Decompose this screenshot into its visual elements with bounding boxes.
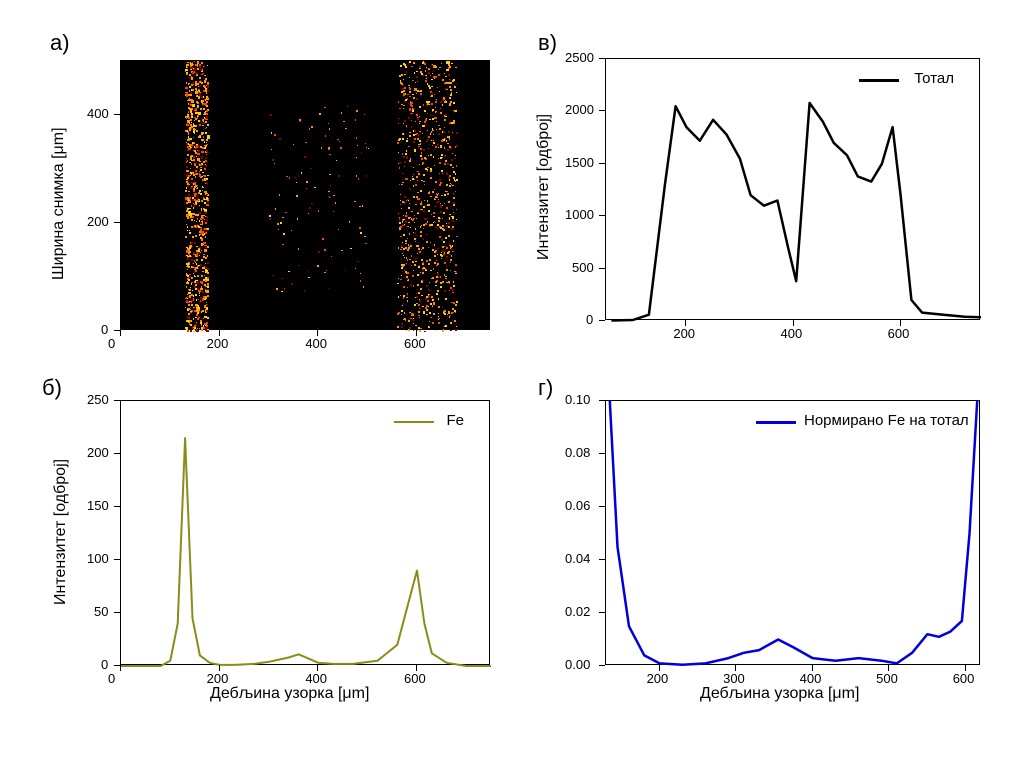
xtick-label: 200: [207, 336, 229, 351]
xtick-label: 200: [647, 671, 669, 686]
xtick-label: 0: [108, 336, 115, 351]
ytick-label: 50: [94, 604, 108, 619]
xtick-label: 400: [800, 671, 822, 686]
ytick-label: 0.04: [565, 551, 590, 566]
ytick-label: 1000: [565, 207, 594, 222]
panel-a: а) Ширина снимка [μm] 0 200 400 600 0 200 400: [30, 30, 500, 350]
panel-c: в) Тотал Интензитет [одброј] 200 400 600 0 5…: [520, 30, 990, 350]
panel-d-plotbox: Нормирано Fe на тотал: [605, 400, 980, 665]
ytick-label: 0.06: [565, 498, 590, 513]
panel-b-xlabel: Дебљина узорка [μm]: [210, 685, 369, 703]
ytick-label: 2000: [565, 102, 594, 117]
ytick-label: 200: [87, 214, 109, 229]
panel-c-legend-text: Тотал: [914, 70, 954, 87]
panel-c-plotbox: Тотал: [605, 58, 980, 320]
ytick-label: 250: [87, 392, 109, 407]
ytick-label: 1500: [565, 155, 594, 170]
panel-d-line: [606, 401, 981, 666]
panel-a-heatmap: [120, 60, 490, 330]
xtick-label: 600: [888, 326, 910, 341]
panel-b-label: б): [42, 375, 62, 401]
panel-c-line: [606, 59, 981, 321]
panel-b-legend-text: Fe: [446, 412, 464, 429]
panel-c-legend-line: [859, 79, 899, 82]
panel-d-xlabel: Дебљина узорка [μm]: [700, 685, 859, 703]
figure-container: а) Ширина снимка [μm] 02004006000200400 …: [30, 30, 994, 731]
panel-a-ylabel: Ширина снимка [μm]: [50, 127, 68, 280]
xtick-label: 600: [404, 671, 426, 686]
panel-c-label: в): [538, 30, 557, 56]
panel-d-legend-text: Нормирано Fe на тотал: [804, 412, 969, 429]
xtick-label: 400: [305, 336, 327, 351]
ytick-label: 0: [586, 312, 593, 327]
panel-b: б) Fe Интензитет [одброј] Дебљина узорка…: [30, 375, 500, 715]
ytick-label: 0.08: [565, 445, 590, 460]
xtick-label: 400: [305, 671, 327, 686]
panel-c-ylabel: Интензитет [одброј]: [535, 114, 553, 260]
ytick-label: 0.10: [565, 392, 590, 407]
ytick-label: 400: [87, 106, 109, 121]
xtick-label: 400: [781, 326, 803, 341]
xtick-label: 200: [673, 326, 695, 341]
xtick-label: 300: [723, 671, 745, 686]
ytick-label: 500: [572, 260, 594, 275]
xtick-label: 0: [108, 671, 115, 686]
ytick-label: 100: [87, 551, 109, 566]
panel-d: г) Нормирано Fe на тотал Дебљина узорка …: [520, 375, 990, 715]
ytick-label: 2500: [565, 50, 594, 65]
panel-b-line: [121, 401, 491, 666]
xtick-label: 600: [953, 671, 975, 686]
panel-b-plotbox: Fe: [120, 400, 490, 665]
panel-d-legend-line: [756, 421, 796, 424]
ytick-label: 200: [87, 445, 109, 460]
ytick-label: 0.00: [565, 657, 590, 672]
panel-b-ylabel: Интензитет [одброј]: [52, 459, 70, 605]
xtick-label: 600: [404, 336, 426, 351]
xtick-label: 500: [876, 671, 898, 686]
panel-b-legend-line: [394, 421, 434, 423]
ytick-label: 0: [101, 322, 108, 337]
ytick-label: 150: [87, 498, 109, 513]
ytick-label: 0: [101, 657, 108, 672]
panel-d-label: г): [538, 375, 553, 401]
ytick-label: 0.02: [565, 604, 590, 619]
xtick-label: 200: [207, 671, 229, 686]
panel-a-label: а): [50, 30, 70, 56]
